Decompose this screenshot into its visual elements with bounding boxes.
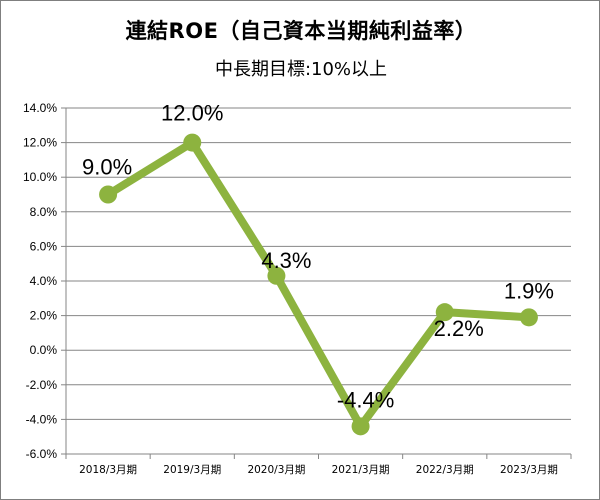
x-tick-label: 2023/3月期 — [500, 464, 558, 476]
data-label: 4.3% — [261, 248, 311, 273]
y-tick-label: 14.0% — [23, 101, 57, 115]
x-tick-label: 2019/3月期 — [163, 464, 221, 476]
x-tick-label: 2018/3月期 — [79, 464, 137, 476]
y-tick-label: 4.0% — [30, 274, 58, 288]
y-tick-label: 6.0% — [30, 239, 58, 253]
y-tick-label: -6.0% — [26, 447, 58, 461]
y-tick-label: 2.0% — [30, 309, 58, 323]
y-tick-label: 10.0% — [23, 170, 57, 184]
data-label: -4.4% — [337, 387, 394, 412]
x-tick-label: 2022/3月期 — [416, 464, 474, 476]
data-point — [435, 303, 454, 322]
data-point — [519, 308, 538, 327]
series-line — [104, 138, 533, 431]
data-label: 9.0% — [82, 155, 132, 180]
x-tick-label: 2020/3月期 — [247, 464, 305, 476]
y-tick-label: 12.0% — [23, 136, 57, 150]
y-tick-label: -4.0% — [26, 412, 58, 426]
x-tick-label: 2021/3月期 — [332, 464, 390, 476]
data-point — [99, 185, 118, 204]
chart-title: 連結ROE（自己資本当期純利益率） — [125, 19, 477, 43]
chart-subtitle: 中長期目標:10%以上 — [214, 59, 388, 80]
y-tick-label: 0.0% — [30, 343, 58, 357]
data-label: 12.0% — [161, 101, 223, 126]
data-point — [351, 417, 370, 436]
data-point — [267, 266, 286, 285]
data-point — [183, 133, 202, 152]
data-label: 1.9% — [504, 278, 554, 303]
data-label: 2.2% — [434, 316, 484, 341]
y-tick-label: 8.0% — [30, 205, 58, 219]
y-tick-label: -2.0% — [26, 378, 58, 392]
